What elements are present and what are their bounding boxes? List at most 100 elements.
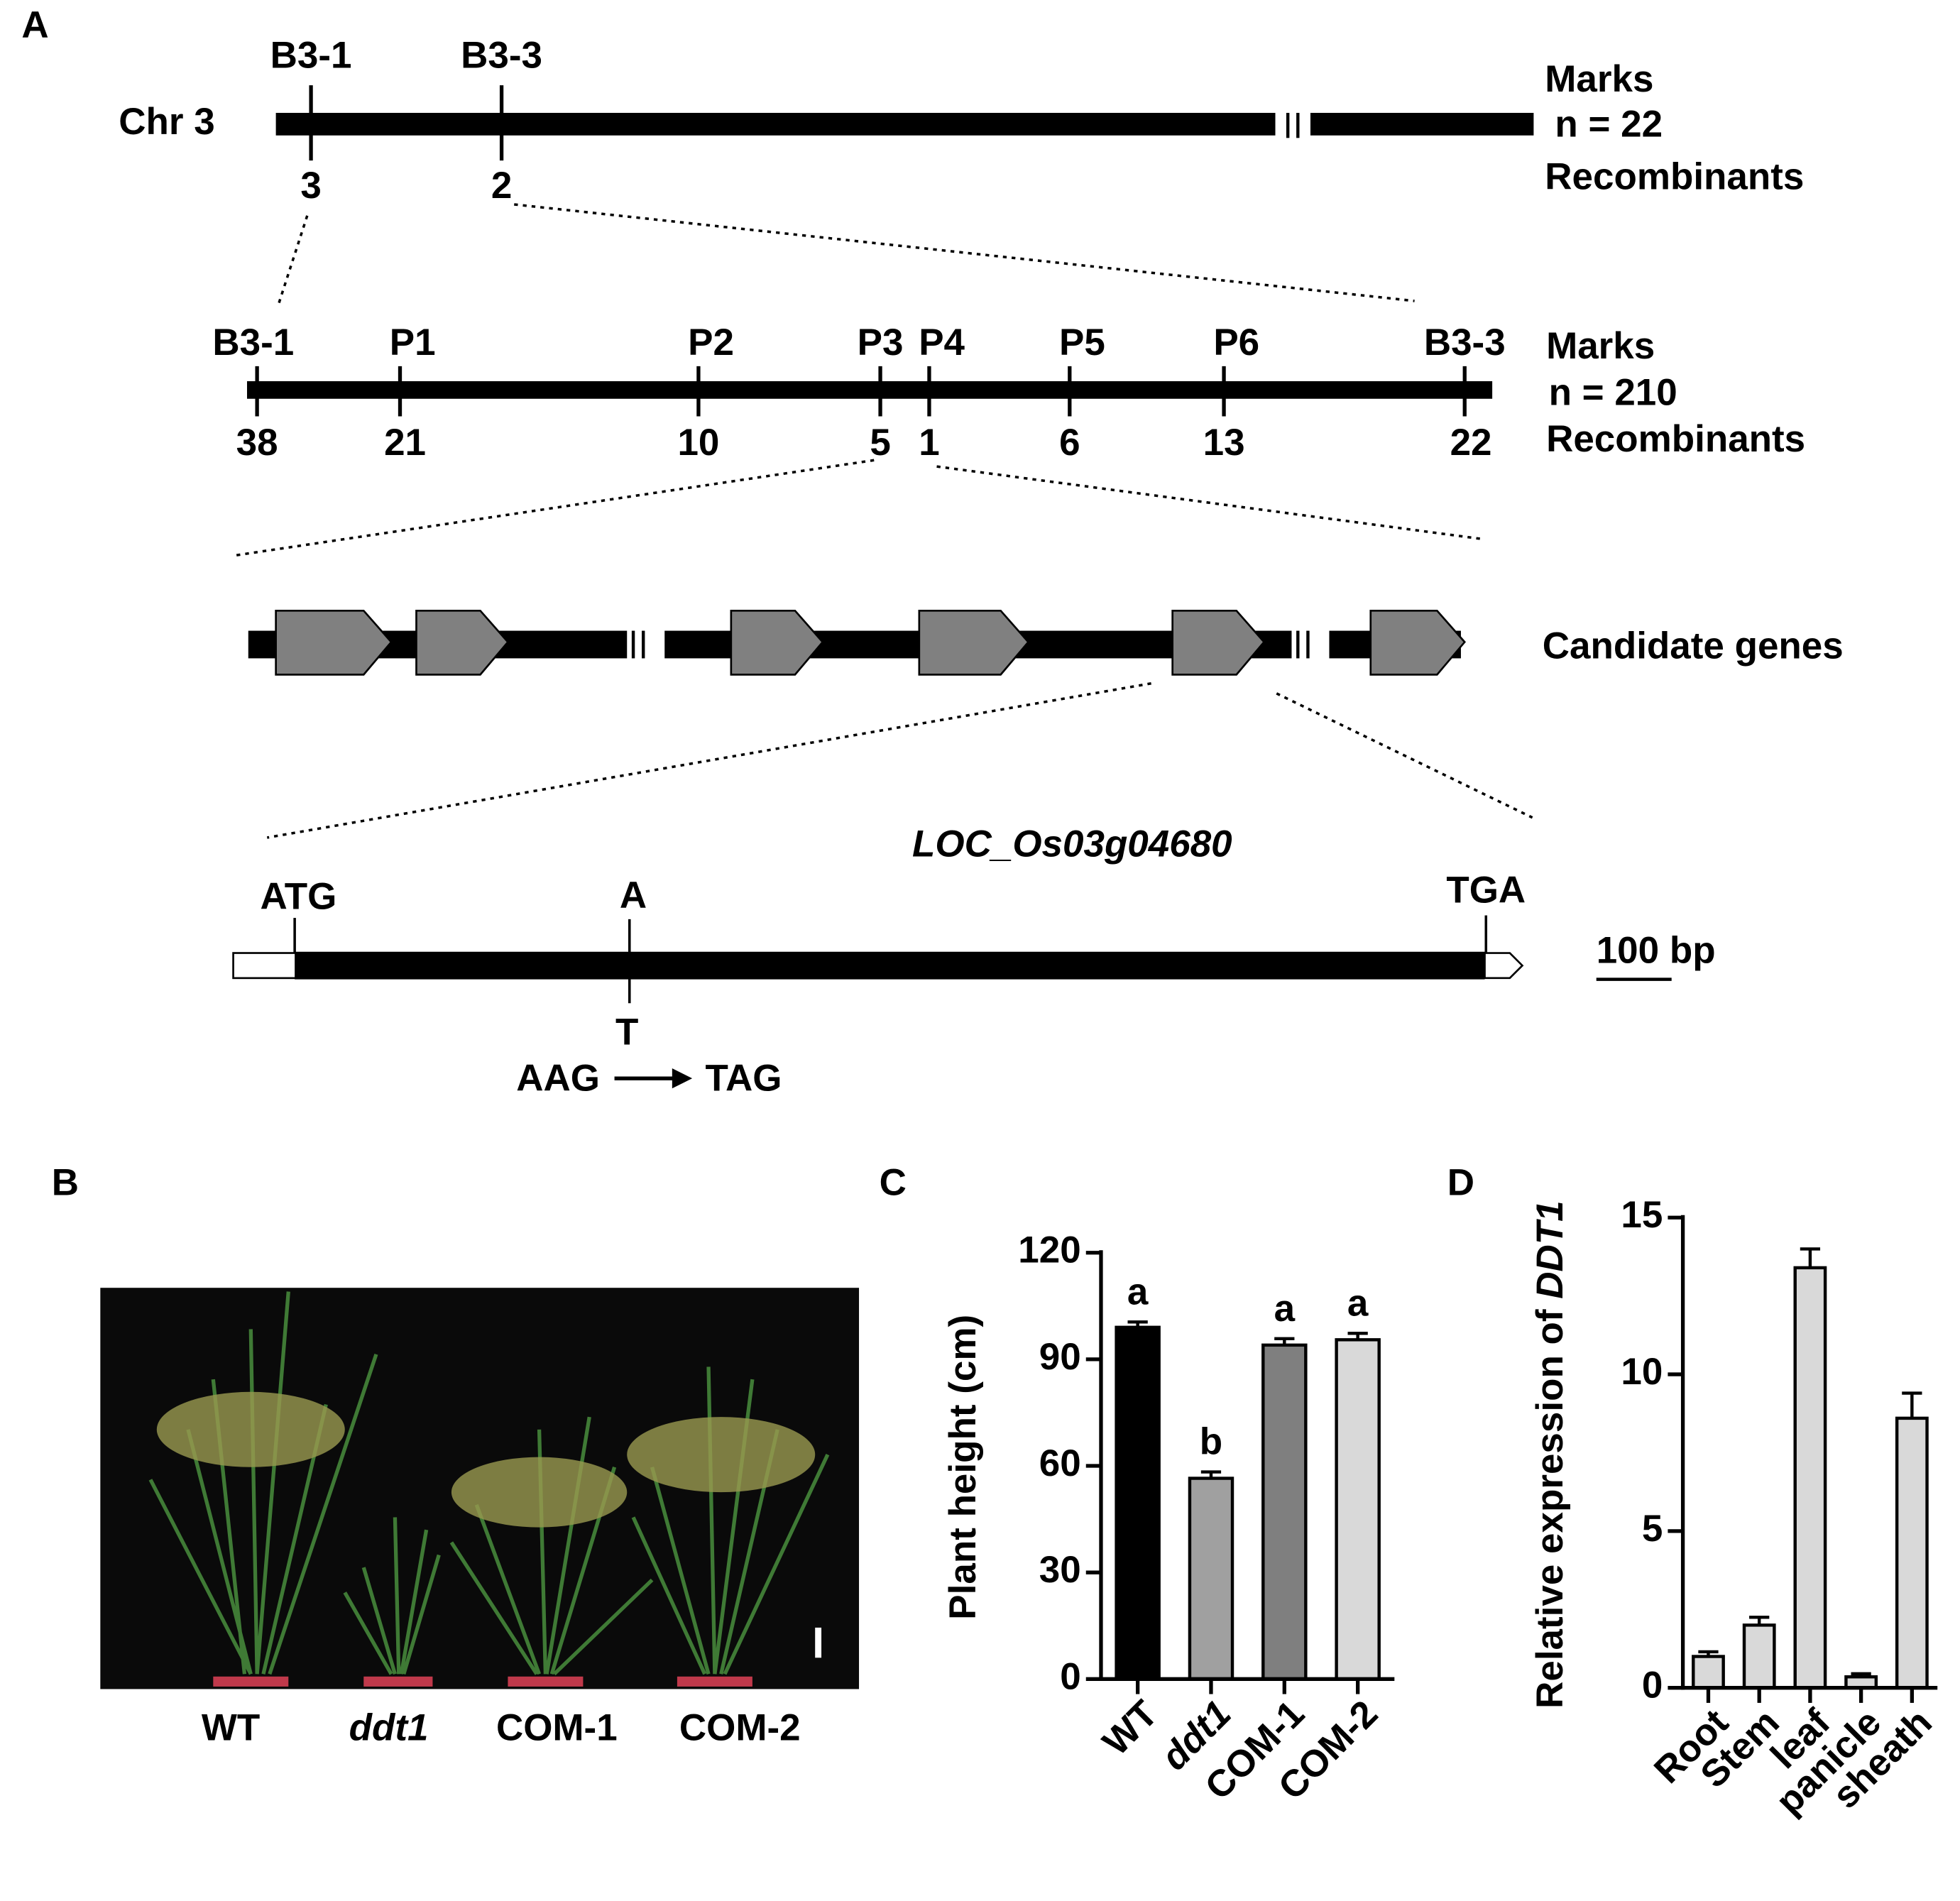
- cds: [295, 951, 1485, 980]
- side-label: Recombinants: [1545, 156, 1804, 198]
- side-label: Recombinants: [1546, 418, 1805, 460]
- zoom-line: [514, 203, 1415, 302]
- error-bar: [1200, 1470, 1222, 1479]
- scale-bar: [815, 1627, 822, 1658]
- marker-count: 38: [236, 422, 278, 464]
- utr: [232, 952, 297, 980]
- bar: [1188, 1477, 1234, 1681]
- marker-name: P6: [1213, 322, 1259, 363]
- pots: [213, 1676, 752, 1687]
- bar: [1895, 1416, 1929, 1689]
- significance-letter: a: [1347, 1282, 1369, 1324]
- y-axis-label-text: Plant height (cm): [942, 1315, 984, 1620]
- panel-label: B: [52, 1161, 79, 1203]
- fine-map-bar: [246, 381, 1493, 399]
- marker-name: P2: [688, 322, 734, 363]
- marker-name: B3-1: [270, 34, 352, 76]
- candidate-gene: [918, 609, 1030, 676]
- mutant-base: T: [615, 1011, 638, 1053]
- bar: [1261, 1343, 1308, 1681]
- bar: [1793, 1266, 1827, 1689]
- candidate-gene: [730, 609, 824, 676]
- marker-count: 1: [919, 422, 939, 464]
- y-tick-label: 30: [1039, 1549, 1081, 1591]
- zoom-line: [234, 459, 875, 557]
- error-bar: [1851, 1672, 1871, 1677]
- zoom-line: [266, 682, 1151, 839]
- panel-label: C: [880, 1161, 907, 1203]
- start-codon: ATG: [260, 876, 336, 918]
- error-bar: [1698, 1650, 1719, 1657]
- marker-name: B3-3: [461, 34, 542, 76]
- marker-count: 3: [300, 165, 321, 207]
- arrow-head: [672, 1068, 693, 1089]
- significance-letter: a: [1274, 1288, 1296, 1330]
- error-bar: [1902, 1391, 1922, 1418]
- y-axis-label: Relative expression of DDT1: [1529, 1200, 1571, 1709]
- error-bar: [1274, 1337, 1295, 1345]
- error-bar: [1749, 1616, 1770, 1626]
- y-tick-label: 15: [1621, 1194, 1663, 1236]
- chromosome-bar: [1310, 112, 1534, 136]
- candidate-gene: [415, 609, 510, 676]
- candidate-gene: [1369, 609, 1466, 676]
- error-bar: [1800, 1247, 1821, 1268]
- y-axis-label-text: Relative expression of: [1529, 1299, 1571, 1709]
- candidate-gene: [1171, 609, 1266, 676]
- marker-count: 22: [1450, 422, 1492, 464]
- y-tick-label: 90: [1039, 1336, 1081, 1378]
- marker-count: 21: [384, 422, 426, 464]
- side-label: n = 210: [1549, 371, 1677, 413]
- plants: [148, 1291, 830, 1676]
- marker-count: 13: [1203, 422, 1245, 464]
- zoom-line: [1276, 692, 1533, 819]
- marker-count: 6: [1059, 422, 1080, 464]
- marker-name: P5: [1059, 322, 1105, 363]
- genotype-label: COM-2: [679, 1707, 801, 1749]
- marker-name: B3-3: [1424, 322, 1506, 363]
- plant-photo: [100, 1288, 860, 1689]
- side-label: Marks: [1545, 58, 1653, 100]
- marker-name: P1: [390, 322, 436, 363]
- chromosome-bar: [275, 112, 1276, 136]
- marker-name: P3: [858, 322, 904, 363]
- codon-from: AAG: [516, 1058, 600, 1100]
- chromosome-label: Chr 3: [119, 101, 214, 143]
- marker-count: 10: [677, 422, 719, 464]
- y-tick-label: 120: [1018, 1229, 1080, 1271]
- stop-codon: TGA: [1446, 870, 1526, 911]
- error-bar: [1347, 1332, 1368, 1340]
- panel-label: A: [21, 4, 48, 46]
- genotype-label: COM-1: [496, 1707, 618, 1749]
- side-label: n = 22: [1555, 103, 1663, 145]
- wild-base: A: [620, 875, 647, 916]
- panel-label: D: [1447, 1161, 1474, 1203]
- bar: [1692, 1655, 1725, 1689]
- codon-to: TAG: [706, 1058, 782, 1100]
- zoom-line: [936, 465, 1484, 541]
- y-axis-label-gene: DDT1: [1529, 1200, 1571, 1298]
- y-tick-label: 0: [1060, 1655, 1080, 1697]
- genotype-label: ddt1: [349, 1707, 429, 1749]
- significance-letter: b: [1200, 1421, 1222, 1463]
- y-tick-label: 10: [1621, 1351, 1663, 1393]
- genotype-label: WT: [202, 1707, 260, 1749]
- x-tick-label: WT: [1095, 1692, 1166, 1763]
- y-tick-label: 0: [1642, 1665, 1663, 1706]
- marker-count: 2: [491, 165, 512, 207]
- scale-label: 100 bp: [1597, 930, 1716, 972]
- marker-name: P4: [919, 322, 965, 363]
- y-tick-label: 60: [1039, 1442, 1081, 1484]
- utr: [1484, 952, 1524, 980]
- y-tick-label: 5: [1642, 1508, 1663, 1550]
- bar: [1335, 1338, 1381, 1681]
- panicles: [156, 1391, 816, 1528]
- marker-name: B3-1: [212, 322, 294, 363]
- candidate-label: Candidate genes: [1543, 625, 1844, 667]
- significance-letter: a: [1127, 1271, 1149, 1313]
- bar: [1742, 1623, 1776, 1689]
- candidate-gene: [275, 609, 393, 676]
- gene-name: LOC_Os03g04680: [912, 823, 1232, 865]
